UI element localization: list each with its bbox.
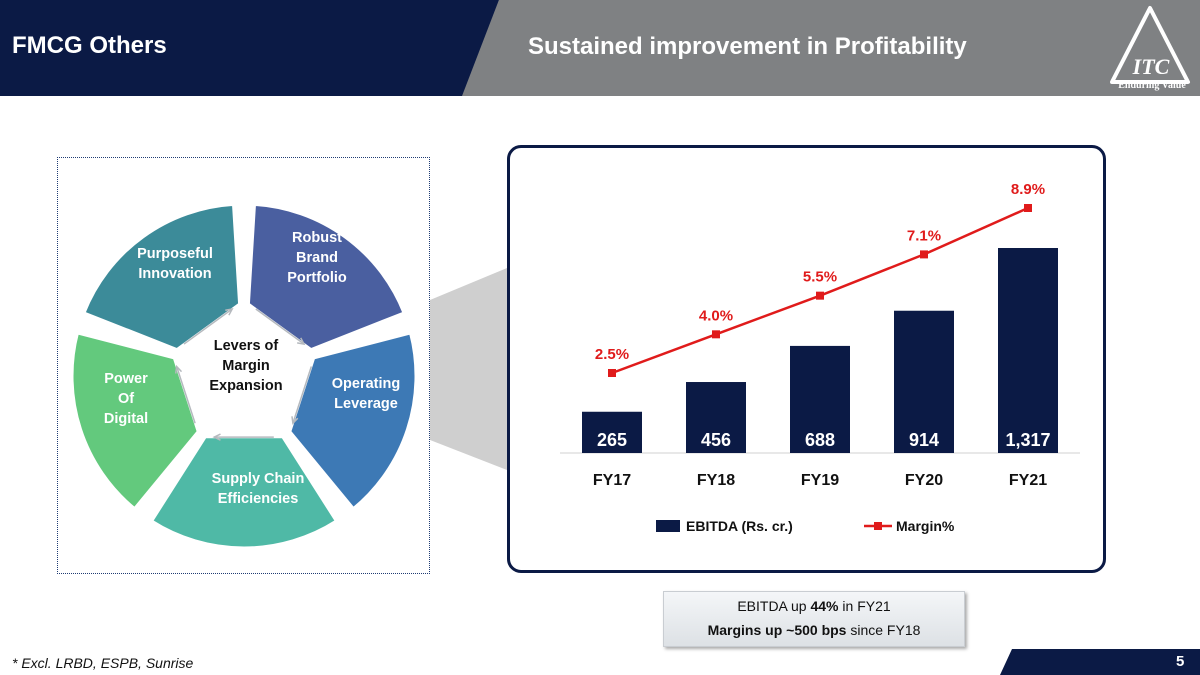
cycle-arrow	[183, 308, 233, 345]
callout-line2-post: since FY18	[846, 622, 921, 638]
chart-canvas: 265 FY17 456 FY18 688 FY19 914 FY20 1,317 FY21 2.5…	[560, 181, 1080, 534]
x-tick-fy17: FY17	[593, 472, 631, 489]
levers-wheel	[70, 202, 418, 550]
margin-point-fy17	[608, 369, 616, 377]
ebitda-label-fy18: 456	[701, 430, 731, 450]
page-title: Sustained improvement in Profitability	[528, 33, 967, 60]
lever-operating-leverage: Operating Leverage	[331, 376, 401, 412]
x-tick-fy21: FY21	[1009, 472, 1047, 489]
lever-segment-purposeful-innovation	[82, 202, 242, 352]
lever-segment-supply-chain-efficiencies	[150, 435, 338, 550]
logo-tagline: Enduring Value	[1118, 80, 1186, 91]
ebitda-label-fy17: 265	[597, 430, 627, 450]
ebitda-bar-fy17	[582, 411, 642, 453]
logo-text: ITC	[1132, 54, 1170, 79]
cycle-arrow	[255, 308, 305, 345]
cycle-arrow-head	[174, 364, 183, 374]
company-logo: ITC	[1110, 6, 1190, 84]
header-right-band	[462, 0, 1200, 96]
legend-margin-label: Margin%	[896, 518, 955, 534]
footnote: * Excl. LRBD, ESPB, Sunrise	[12, 655, 194, 671]
levers-center-label: Levers of Margin Expansion	[209, 338, 283, 394]
legend-margin-marker	[874, 522, 882, 530]
ebitda-bar-fy21	[998, 248, 1058, 453]
ebitda-bar-fy19	[790, 345, 850, 453]
header-left-band	[0, 0, 500, 96]
ebitda-label-fy19: 688	[805, 430, 835, 450]
cycle-arrow	[175, 366, 196, 424]
ebitda-label-fy20: 914	[909, 430, 939, 450]
ebitda-bar-fy18	[686, 382, 746, 453]
x-tick-fy18: FY18	[697, 472, 735, 489]
callout-line-1: EBITDA up 44% in FY21	[664, 598, 964, 614]
cycle-arrow-head	[291, 416, 299, 425]
margin-label-fy21: 8.9%	[1011, 181, 1045, 198]
page-number: 5	[1176, 653, 1185, 670]
margin-label-fy19: 5.5%	[803, 269, 837, 286]
ebitda-label-fy21: 1,317	[1005, 430, 1050, 450]
lever-robust-brand-portfolio: Robust Brand Portfolio	[287, 230, 347, 286]
lever-supply-chain-efficiencies: Supply Chain Efficiencies	[211, 471, 305, 507]
margin-label-fy20: 7.1%	[907, 227, 941, 244]
section-title: FMCG Others	[12, 32, 167, 59]
cycle-arrow	[292, 366, 313, 424]
margin-point-fy21	[1024, 204, 1032, 212]
lever-purposeful-innovation: Purposeful Innovation	[137, 246, 213, 282]
margin-label-fy18: 4.0%	[699, 307, 733, 324]
legend-ebitda-swatch	[656, 520, 680, 532]
margin-point-fy20	[920, 250, 928, 259]
levers-diagram: Robust Brand Portfolio Operating Leverag…	[57, 157, 430, 574]
lever-segment-power-of-digital	[70, 331, 200, 511]
page-number-bar	[1000, 649, 1200, 675]
legend-ebitda-label: EBITDA (Rs. cr.)	[686, 518, 793, 534]
ebitda-bar-fy20	[894, 310, 954, 453]
margin-label-fy17: 2.5%	[595, 346, 629, 363]
callout-line1-pre: EBITDA up	[737, 598, 811, 614]
x-tick-fy19: FY19	[801, 472, 839, 489]
lever-power-of-digital: Power Of Digital	[103, 371, 149, 427]
margin-point-fy18	[712, 330, 720, 339]
lever-segment-operating-leverage	[288, 331, 418, 511]
summary-callout: EBITDA up 44% in FY21 Margins up ~500 bp…	[663, 591, 965, 647]
callout-line2-bold: Margins up ~500 bps	[707, 622, 847, 638]
callout-line1-post: in FY21	[838, 598, 891, 614]
x-tick-fy20: FY20	[905, 472, 943, 489]
cycle-arrow-head	[225, 308, 234, 316]
callout-line-2: Margins up ~500 bps since FY18	[664, 622, 964, 638]
cycle-arrow-head	[212, 433, 221, 441]
lever-segment-robust-brand-portfolio	[246, 202, 406, 352]
cycle-arrow-head	[297, 337, 306, 346]
margin-point-fy19	[816, 291, 824, 300]
callout-line1-bold: 44%	[810, 598, 839, 614]
ebitda-chart: 265 FY17 456 FY18 688 FY19 914 FY20 1,317 FY21 2.5…	[507, 145, 1106, 573]
